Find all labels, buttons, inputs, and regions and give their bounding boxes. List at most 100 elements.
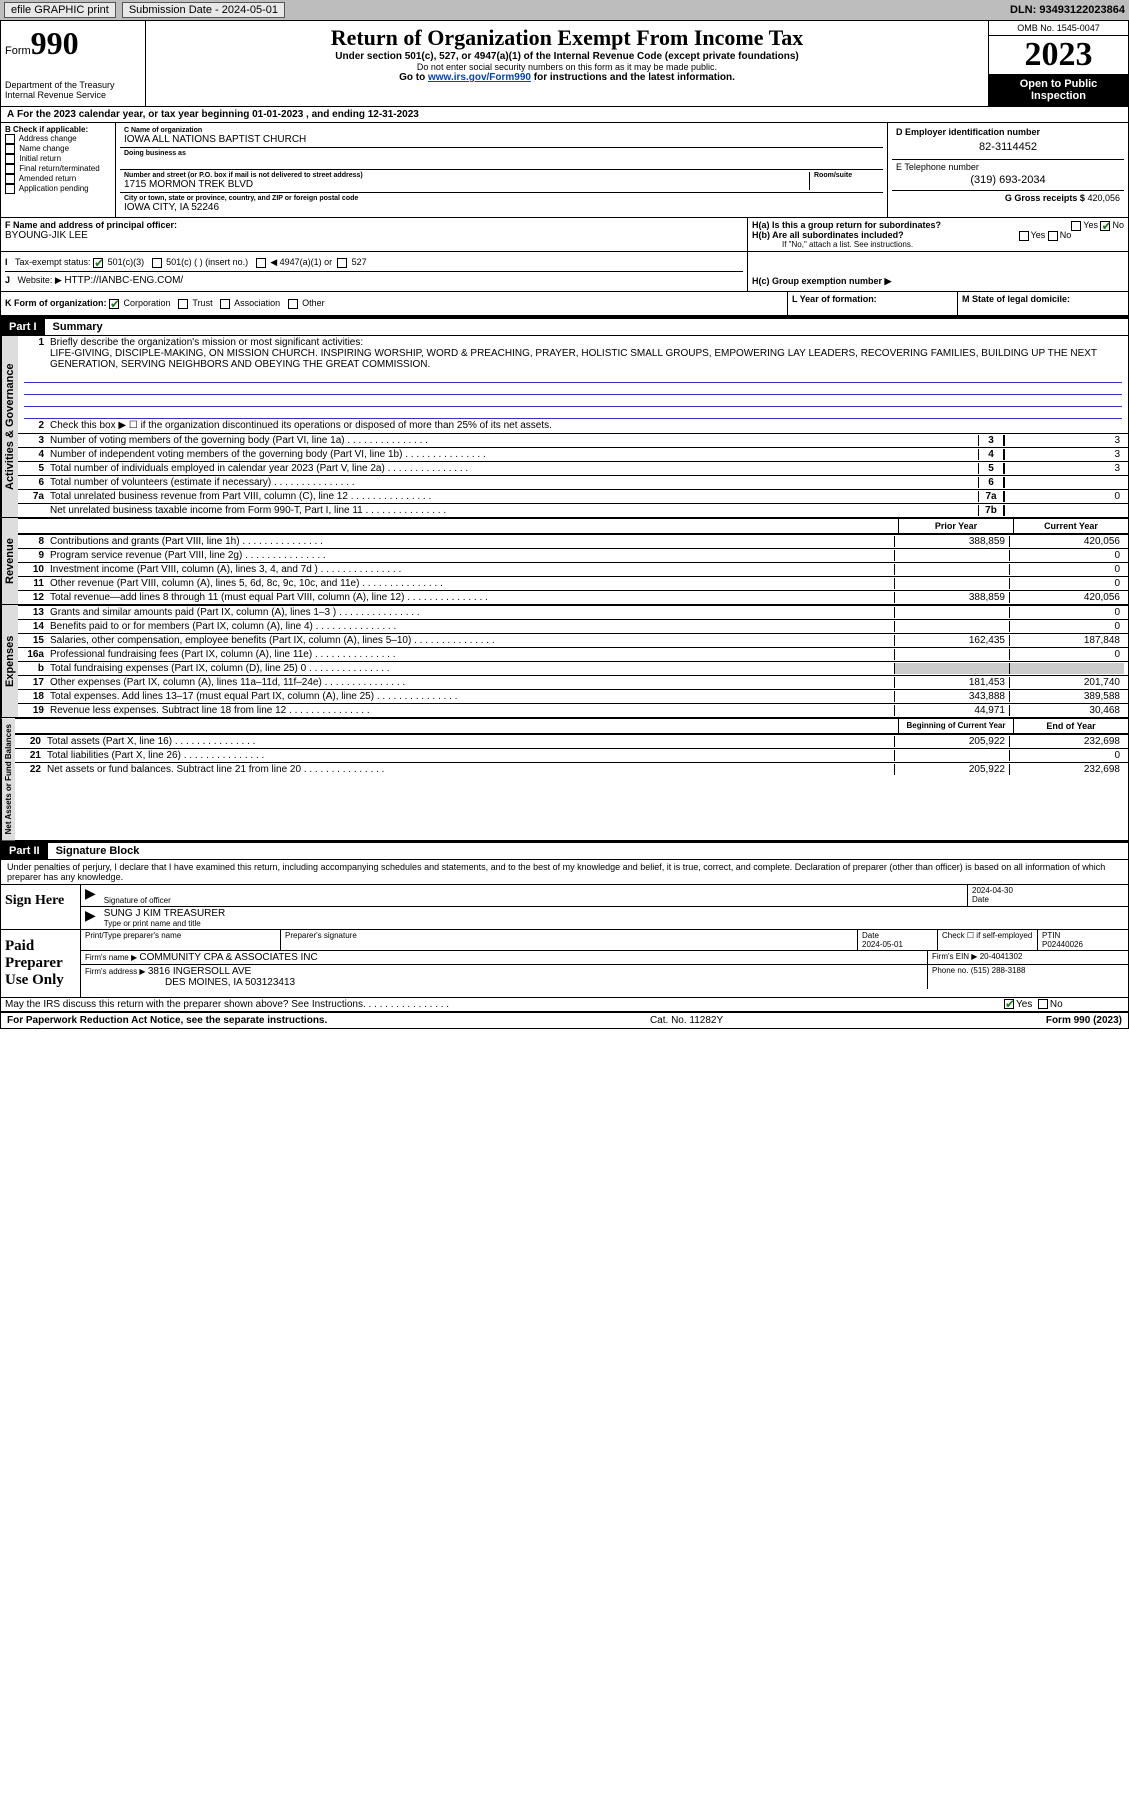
form-word: Form: [5, 45, 31, 57]
principal-officer: BYOUNG-JIK LEE: [5, 230, 88, 241]
form-header: Form990 Department of the Treasury Inter…: [1, 21, 1128, 107]
prior-year-value: 162,435: [894, 635, 1009, 646]
prior-year-value: 388,859: [894, 592, 1009, 603]
prior-year-value: [894, 663, 1009, 674]
boxes-ij-hc: I Tax-exempt status: 501(c)(3) 501(c) ( …: [1, 252, 1128, 292]
box-b-checkbox[interactable]: [5, 184, 15, 194]
box-l: L Year of formation:: [788, 292, 958, 315]
paid-preparer-label: Paid Preparer Use Only: [1, 930, 81, 997]
form-990-label: Form 990 (2023): [1046, 1015, 1122, 1026]
box-b-checkbox[interactable]: [5, 134, 15, 144]
org-address: 1715 MORMON TREK BLVD: [124, 179, 809, 190]
website: HTTP://IANBC-ENG.COM/: [64, 275, 183, 286]
current-year-value: 0: [1009, 564, 1124, 575]
discuss-line: May the IRS discuss this return with the…: [1, 998, 1128, 1013]
box-c: C Name of organizationIOWA ALL NATIONS B…: [116, 123, 888, 217]
firm-name: COMMUNITY CPA & ASSOCIATES INC: [139, 952, 317, 963]
preparer-date: 2024-05-01: [862, 940, 903, 949]
current-year-value: 187,848: [1009, 635, 1124, 646]
summary-value: 3: [1004, 449, 1124, 460]
tab-expenses: Expenses: [1, 605, 18, 717]
dln-label: DLN: 93493122023864: [1010, 4, 1125, 16]
summary-value: 3: [1004, 463, 1124, 474]
tab-net-assets: Net Assets or Fund Balances: [1, 718, 15, 840]
irs-link[interactable]: www.irs.gov/Form990: [428, 72, 531, 83]
box-deg: D Employer identification number82-31144…: [888, 123, 1128, 217]
current-year-value: 232,698: [1009, 764, 1124, 775]
prior-year-value: [894, 607, 1009, 618]
box-m: M State of legal domicile:: [958, 292, 1128, 315]
prior-year-value: 181,453: [894, 677, 1009, 688]
line-a: A For the 2023 calendar year, or tax yea…: [1, 107, 1128, 123]
boxes-bcdeg: B Check if applicable: Address change Na…: [1, 123, 1128, 218]
cat-no: Cat. No. 11282Y: [650, 1015, 723, 1026]
telephone: (319) 693-2034: [896, 172, 1120, 188]
current-year-value: 420,056: [1009, 536, 1124, 547]
current-year-value: 420,056: [1009, 592, 1124, 603]
officer-name: SUNG J KIM TREASURER: [104, 908, 226, 919]
current-year-value: 0: [1009, 621, 1124, 632]
form-org-checkbox[interactable]: [178, 299, 188, 309]
box-b-checkbox[interactable]: [5, 154, 15, 164]
box-b-checkbox[interactable]: [5, 144, 15, 154]
sign-here-section: Sign Here ▶Signature of officer2024-04-3…: [1, 885, 1128, 930]
current-year-value: 0: [1009, 550, 1124, 561]
section-net-assets: Net Assets or Fund Balances Beginning of…: [1, 718, 1128, 841]
paid-preparer-section: Paid Preparer Use Only Print/Type prepar…: [1, 930, 1128, 998]
prior-year-value: [894, 578, 1009, 589]
discuss-yes-checkbox[interactable]: [1004, 999, 1014, 1009]
prior-year-value: [894, 621, 1009, 632]
box-b: B Check if applicable: Address change Na…: [1, 123, 116, 217]
omb-number: OMB No. 1545-0047: [989, 21, 1128, 36]
firm-ein: 20-4041302: [980, 952, 1023, 961]
current-year-value: 0: [1009, 607, 1124, 618]
current-year-value: 201,740: [1009, 677, 1124, 688]
discuss-no-checkbox[interactable]: [1038, 999, 1048, 1009]
current-year-value: [1009, 663, 1124, 674]
boxes-klm: K Form of organization: Corporation Trus…: [1, 292, 1128, 317]
form-subtitle-1: Under section 501(c), 527, or 4947(a)(1)…: [150, 51, 984, 62]
ein: 82-3114452: [896, 137, 1120, 157]
part1-header: Part ISummary: [1, 317, 1128, 336]
tax-year: 2023: [989, 36, 1128, 74]
mission-text: LIFE-GIVING, DISCIPLE-MAKING, ON MISSION…: [50, 348, 1097, 370]
current-year-value: 30,468: [1009, 705, 1124, 716]
501c-checkbox[interactable]: [152, 258, 162, 268]
h-a: H(a) Is this a group return for subordin…: [752, 220, 1124, 230]
h-c: H(c) Group exemption number ▶: [748, 252, 1128, 291]
efile-print-button[interactable]: efile GRAPHIC print: [4, 2, 116, 18]
summary-value: [1004, 477, 1124, 488]
sign-here-label: Sign Here: [1, 885, 81, 929]
gross-receipts: 420,056: [1087, 193, 1120, 203]
dept-treasury: Department of the Treasury: [5, 80, 141, 90]
form-subtitle-3: Go to www.irs.gov/Form990 for instructio…: [150, 72, 984, 83]
form-org-checkbox[interactable]: [220, 299, 230, 309]
section-activities-governance: Activities & Governance 1Briefly describ…: [1, 336, 1128, 518]
4947-checkbox[interactable]: [256, 258, 266, 268]
h-b: H(b) Are all subordinates included? Yes …: [752, 230, 1124, 240]
prior-year-value: 388,859: [894, 536, 1009, 547]
current-year-value: 389,588: [1009, 691, 1124, 702]
firm-phone: (515) 288-3188: [971, 966, 1026, 975]
section-revenue: Revenue Prior YearCurrent Year 8Contribu…: [1, 518, 1128, 605]
box-b-checkbox[interactable]: [5, 164, 15, 174]
summary-value: 3: [1004, 435, 1124, 446]
527-checkbox[interactable]: [337, 258, 347, 268]
prior-year-value: 343,888: [894, 691, 1009, 702]
form-org-checkbox[interactable]: [109, 299, 119, 309]
summary-value: 0: [1004, 491, 1124, 502]
current-year-value: 0: [1009, 649, 1124, 660]
501c3-checkbox[interactable]: [93, 258, 103, 268]
org-city: IOWA CITY, IA 52246: [124, 202, 879, 213]
form-org-checkbox[interactable]: [288, 299, 298, 309]
form-number: 990: [31, 25, 79, 61]
current-year-value: 232,698: [1009, 736, 1124, 747]
prior-year-value: 205,922: [894, 764, 1009, 775]
submission-date-button[interactable]: Submission Date - 2024-05-01: [122, 2, 285, 18]
box-b-checkbox[interactable]: [5, 174, 15, 184]
prior-year-value: 205,922: [894, 736, 1009, 747]
open-to-public: Open to Public Inspection: [989, 74, 1128, 106]
prior-year-value: 44,971: [894, 705, 1009, 716]
perjury-declaration: Under penalties of perjury, I declare th…: [1, 860, 1128, 885]
section-expenses: Expenses 13Grants and similar amounts pa…: [1, 605, 1128, 718]
